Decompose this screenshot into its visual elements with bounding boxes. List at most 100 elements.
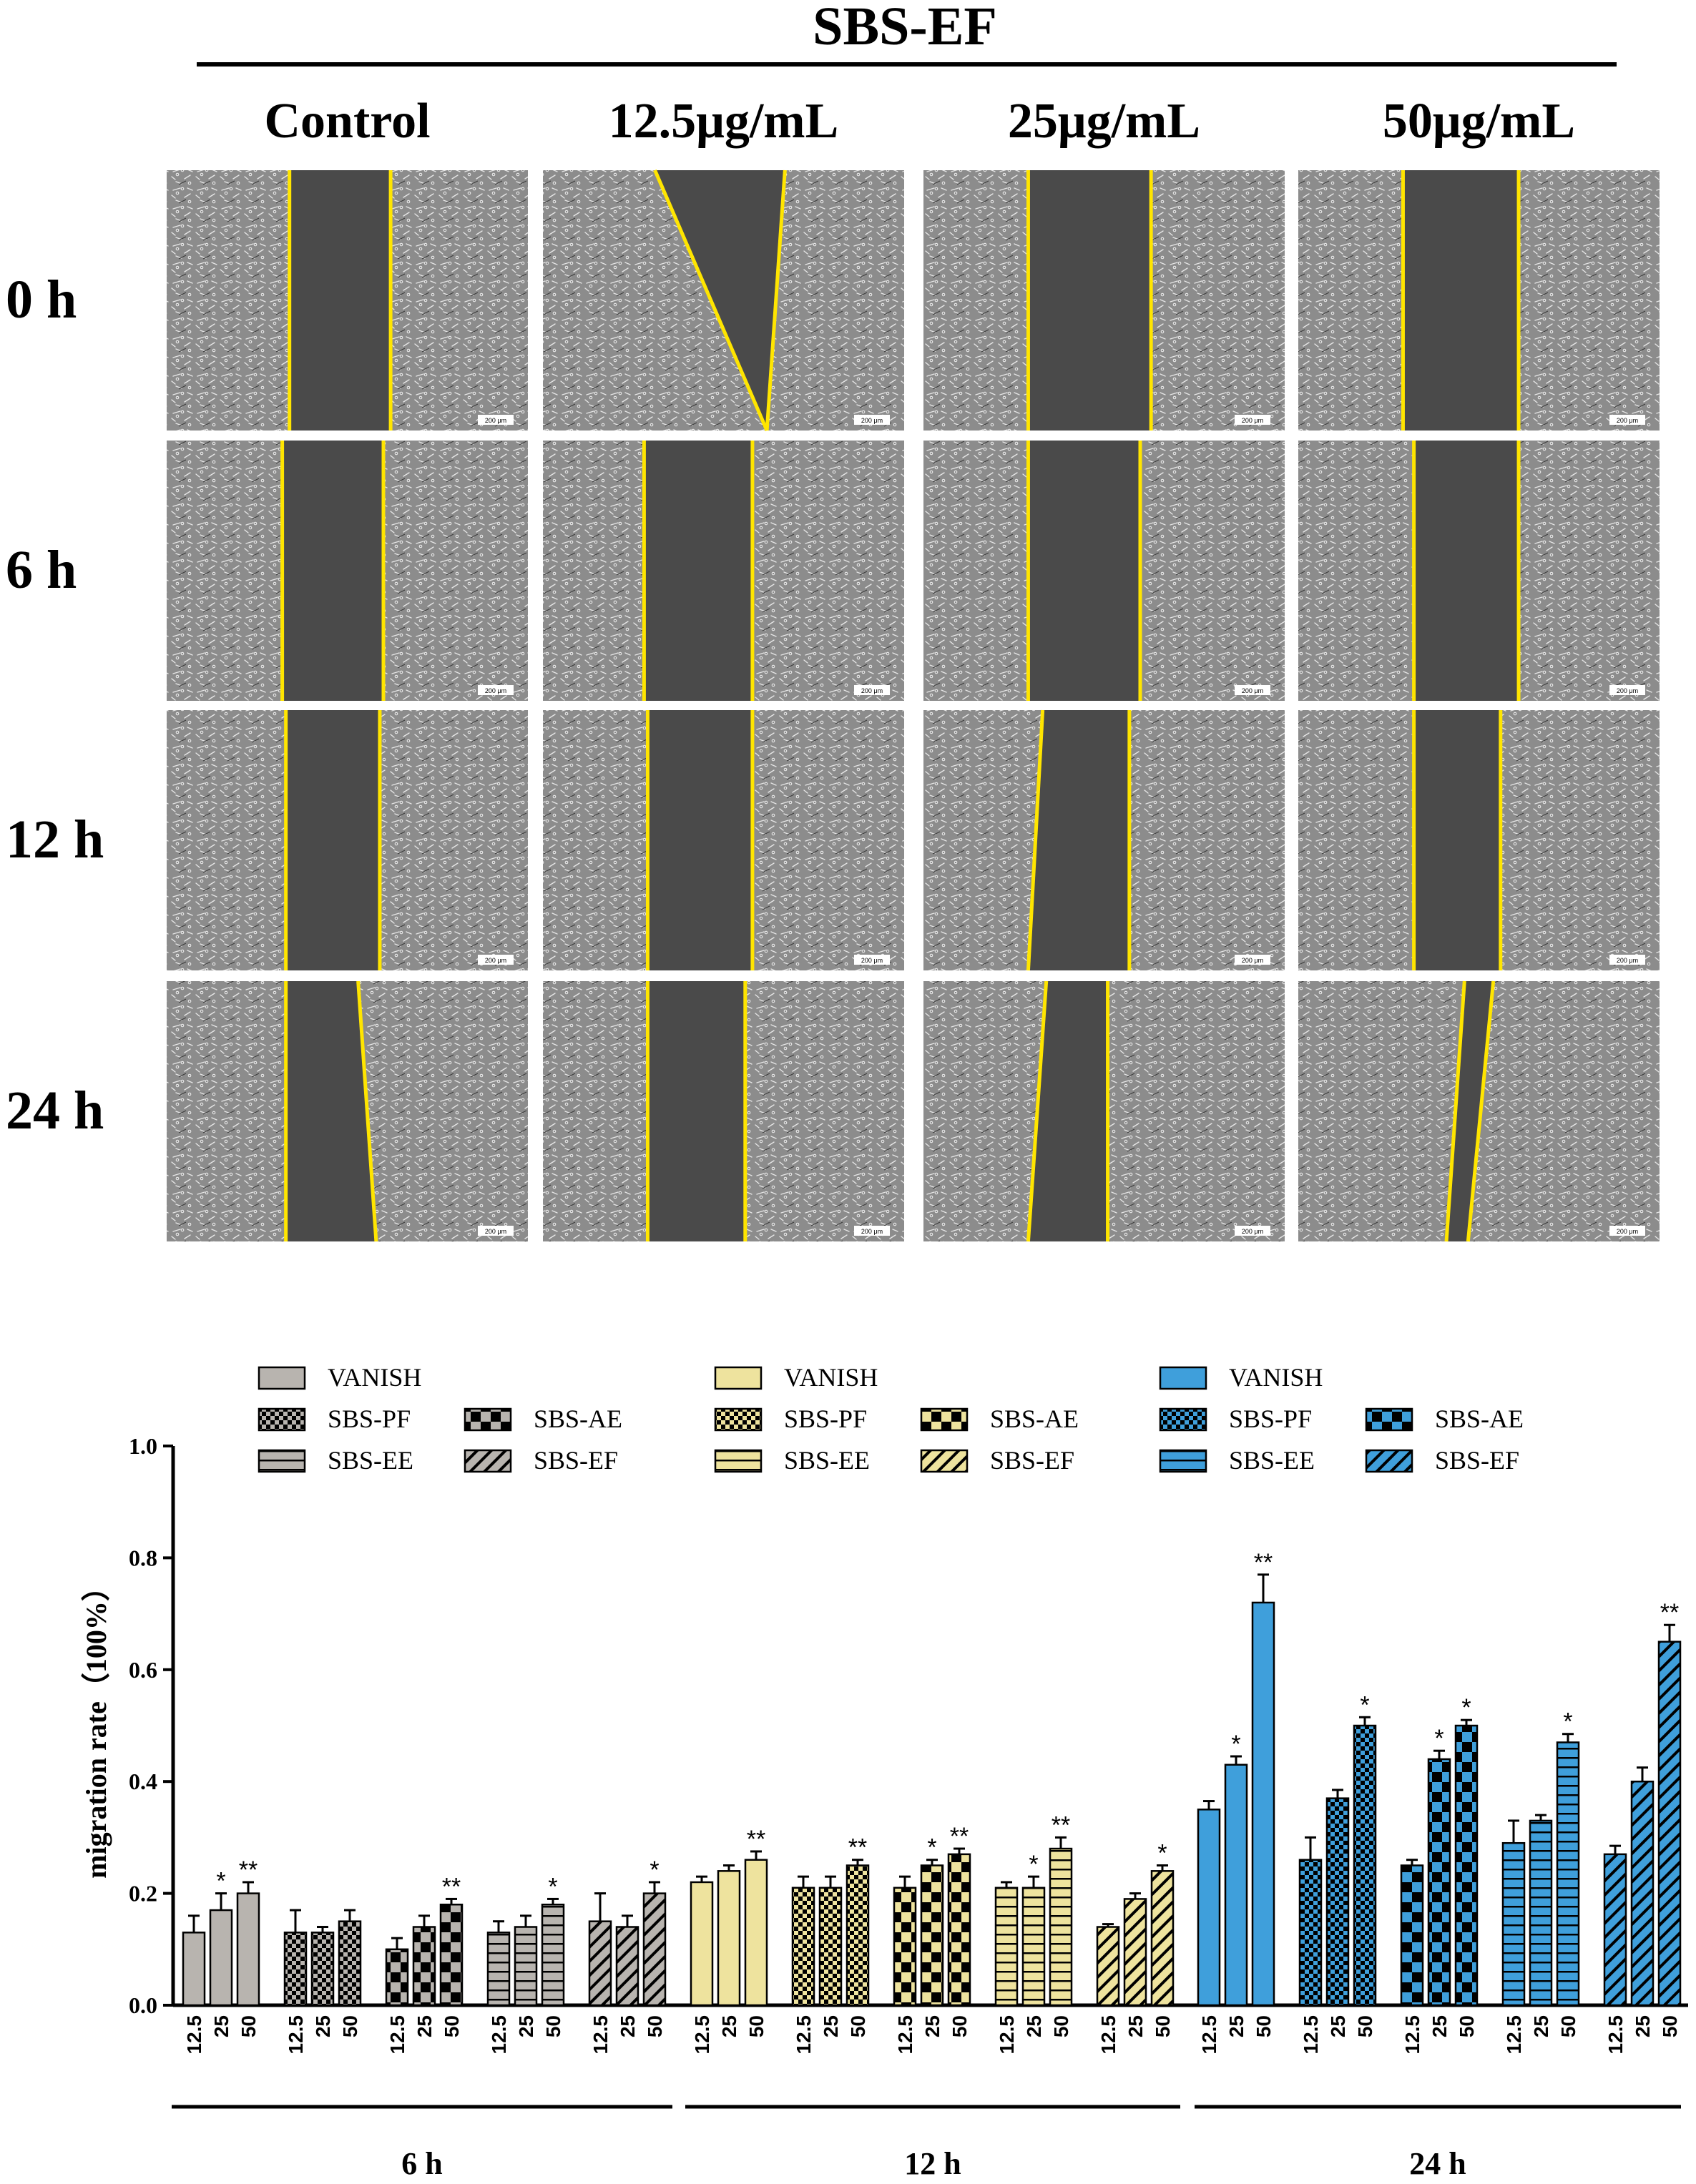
series-sbs-ae: 12.5*25*50 [1401,1694,1478,2054]
dose-tick-label: 50 [1557,2015,1579,2037]
legend-label: SBS-AE [534,1405,622,1433]
legend-swatch [465,1409,511,1430]
dose-tick-label: 25 [1327,2015,1349,2037]
column-label-control: Control [264,94,430,149]
legend-swatch [921,1409,967,1430]
dose-tick-label: 12.5 [386,2015,408,2055]
dose-tick-label: 50 [949,2015,971,2037]
micrograph-6-h-control: 200 μm [167,441,528,701]
significance-mark: * [1360,1691,1369,1718]
legend-label: SBS-EF [1435,1446,1519,1475]
series-sbs-ee: 12.5*25**50 [996,1811,1072,2054]
legend-label: SBS-EE [784,1446,870,1475]
micrograph-24-h-50-g-ml: 200 μm [1298,981,1660,1241]
dose-tick-label: 50 [237,2015,260,2037]
dose-tick-label: 12.5 [894,2015,916,2055]
micrograph-24-h-25-g-ml: 200 μm [923,981,1285,1241]
dose-tick-label: 25 [413,2015,436,2037]
figure-canvas: SBS-EF Control 12.5μg/mL 25μg/mL 50μg/mL 0 … [0,0,1696,2184]
bar-sbs-ae-25 [1428,1759,1450,2005]
scale-bar-label: 200 μm [485,1228,506,1235]
y-tick-label: 0.0 [129,1992,157,2018]
dose-tick-label: 12.5 [793,2015,815,2055]
scale-bar-label: 200 μm [861,1228,883,1235]
column-label-50-g-ml: 50μg/mL [1383,94,1575,149]
dose-tick-label: 12.5 [1097,2015,1119,2055]
bar-vanish-50 [1253,1603,1274,2005]
dose-tick-label: 50 [1354,2015,1376,2037]
scale-bar-label: 200 μm [1242,1228,1263,1235]
bar-sbs-ae-50 [1456,1726,1477,2005]
bar-sbs-ee-50 [1557,1742,1579,2005]
dose-tick-label: 12.5 [589,2015,612,2055]
micrograph-12-h-50-g-ml: 200 μm [1298,710,1660,970]
legend-label: SBS-EE [328,1446,413,1475]
bar-sbs-ae-12-5 [894,1888,916,2005]
dose-tick-label: 50 [441,2015,463,2037]
row-label-0-h: 0 h [6,270,77,330]
wound-gap [647,981,745,1241]
dose-tick-label: 25 [1632,2015,1654,2037]
legend-label: VANISH [1229,1363,1323,1392]
legend-6-h: VANISH SBS-PF SBS-AE SBS-EE SBS-EF [259,1363,622,1475]
migration-chart: VANISH SBS-PF SBS-AE SBS-EE SBS-EF VANISH SBS-… [80,1363,1688,2181]
dose-tick-label: 25 [515,2015,537,2037]
legend-label: SBS-EE [1229,1446,1315,1475]
bar-vanish-25 [718,1871,740,2005]
legend-swatch [715,1450,761,1472]
legend-label: SBS-PF [784,1405,867,1433]
wound-gap [1403,170,1519,431]
legend-item-vanish: VANISH [715,1363,878,1392]
bar-sbs-ae-12-5 [386,1949,408,2005]
significance-mark: ** [747,1826,765,1853]
dose-tick-label: 50 [1152,2015,1174,2037]
dose-tick-label: 50 [1253,2015,1275,2037]
legend-item-sbs-ae: SBS-AE [1366,1405,1524,1433]
dose-tick-label: 25 [820,2015,842,2037]
dose-tick-label: 25 [1225,2015,1248,2037]
legend-item-sbs-ae: SBS-AE [465,1405,622,1433]
significance-mark: * [1461,1694,1471,1721]
significance-mark: ** [1052,1811,1070,1839]
bar-sbs-ee-25 [1530,1821,1552,2005]
scale-bar-label: 200 μm [485,957,506,964]
y-tick-label: 0.2 [129,1881,157,1907]
column-label-12-5-g-ml: 12.5μg/mL [609,94,839,149]
dose-tick-label: 50 [847,2015,869,2037]
y-tick-label: 1.0 [129,1433,157,1459]
legend-item-vanish: VANISH [259,1363,421,1392]
significance-mark: * [1231,1731,1240,1758]
dose-tick-label: 50 [1050,2015,1072,2037]
bar-vanish-25 [210,1910,232,2005]
series-sbs-ef: 12.5 25 ** 50 [1604,1599,1681,2054]
wound-gap [1028,710,1129,970]
significance-mark: ** [1660,1599,1679,1626]
dose-tick-label: 25 [1124,2015,1147,2037]
legend-label: SBS-PF [1229,1405,1312,1433]
legend-label: SBS-AE [1435,1405,1524,1433]
series-sbs-ee: 12.5 25 * 50 [488,1873,564,2054]
row-label-24-h: 24 h [6,1081,104,1141]
micrograph-12-h-12-5-g-ml: 200 μm [543,710,904,970]
bar-sbs-ef-50 [1659,1642,1680,2005]
micrograph-0-h-control: 200 μm [167,170,528,431]
legend-item-sbs-ae: SBS-AE [921,1405,1079,1433]
legend-swatch [715,1409,761,1430]
bar-sbs-ee-25 [515,1927,536,2005]
scale-bar-label: 200 μm [485,687,506,694]
series-sbs-pf: 12.5 25*50 [1300,1691,1376,2054]
significance-mark: ** [442,1873,461,1900]
bar-sbs-ef-12-5 [1097,1927,1119,2005]
series-vanish: 12.5 * 25 ** 50 [183,1856,260,2055]
bar-sbs-ef-25 [617,1927,638,2005]
dose-tick-label: 25 [921,2015,943,2037]
scale-bar-label: 200 μm [861,957,883,964]
significance-mark: * [650,1856,659,1884]
legend-item-sbs-ee: SBS-EE [1160,1446,1315,1475]
bar-sbs-ee-12-5 [1503,1843,1524,2005]
time-group-label: 24 h [1409,2146,1466,2181]
dose-tick-label: 50 [339,2015,361,2037]
legend-24-h: VANISH SBS-PF SBS-AE SBS-EE SBS-EF [1160,1363,1524,1475]
micrograph-12-h-25-g-ml: 200 μm [923,710,1285,970]
bar-sbs-pf-25 [1327,1799,1348,2005]
